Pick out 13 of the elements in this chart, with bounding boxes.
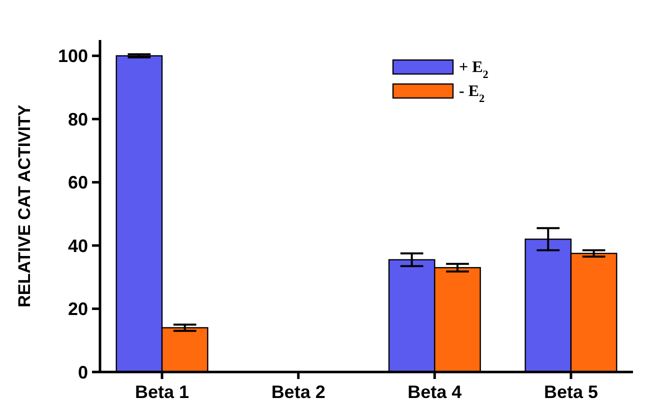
- x-tick-label: Beta 4: [408, 382, 462, 402]
- y-tick-label: 0: [78, 362, 88, 382]
- y-tick-label: 60: [68, 172, 88, 193]
- y-tick-label: 100: [58, 46, 88, 66]
- legend-label: - E$_{2}$: [459, 83, 485, 105]
- x-tick-label: Beta 2: [271, 382, 326, 402]
- y-tick-label: 40: [68, 236, 88, 256]
- x-tick-label: Beta 1: [135, 382, 190, 402]
- y-tick-label: 20: [68, 299, 88, 320]
- y-tick-label: 80: [68, 109, 88, 130]
- y-axis-title: RELATIVE CAT ACTIVITY: [15, 104, 34, 308]
- legend-label: + E$_{2}$: [459, 59, 489, 81]
- x-tick-label: Beta 5: [544, 382, 598, 402]
